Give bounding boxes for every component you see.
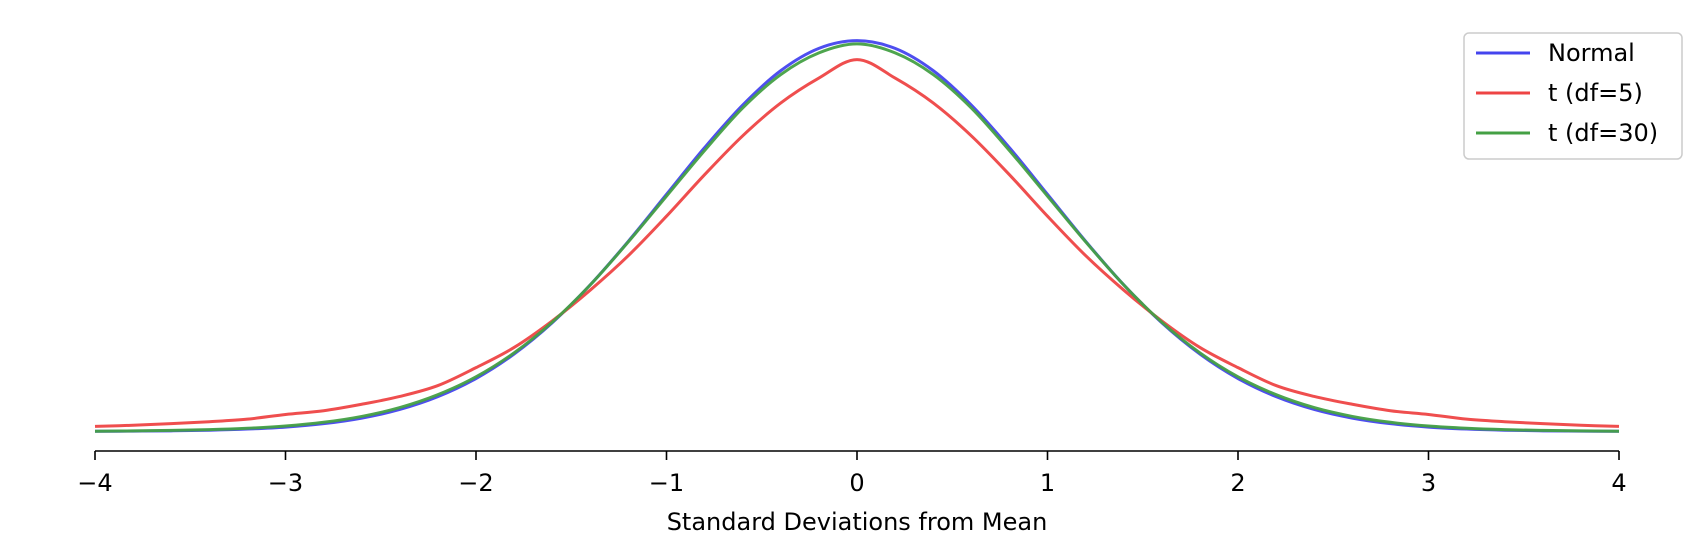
x-tick-label: 1: [1040, 469, 1055, 497]
series-line-0: [94, 39, 1620, 433]
x-tick-label: −1: [649, 469, 684, 497]
x-axis-label: Standard Deviations from Mean: [667, 508, 1048, 536]
series-lines: [94, 39, 1620, 433]
x-tick-label: −2: [458, 469, 493, 497]
x-tick-label: 0: [849, 469, 864, 497]
legend-label-2: t (df=30): [1548, 119, 1658, 147]
series-line-1: [94, 58, 1620, 428]
x-tick-label: −4: [77, 469, 112, 497]
x-axis-ticks: −4 −3 −2 −1 0 1 2 3 4: [77, 451, 1627, 497]
legend-label-0: Normal: [1548, 39, 1635, 67]
legend-frame: [1463, 32, 1683, 160]
x-tick-label: −3: [268, 469, 303, 497]
series-line-2: [94, 42, 1620, 433]
x-tick-label: 3: [1421, 469, 1436, 497]
legend-items: Normal t (df=5) t (df=30): [1476, 39, 1658, 147]
legend-label-1: t (df=5): [1548, 79, 1643, 107]
legend: Normal t (df=5) t (df=30): [1463, 32, 1683, 160]
x-tick-label: 2: [1230, 469, 1245, 497]
x-tick-label: 4: [1611, 469, 1626, 497]
